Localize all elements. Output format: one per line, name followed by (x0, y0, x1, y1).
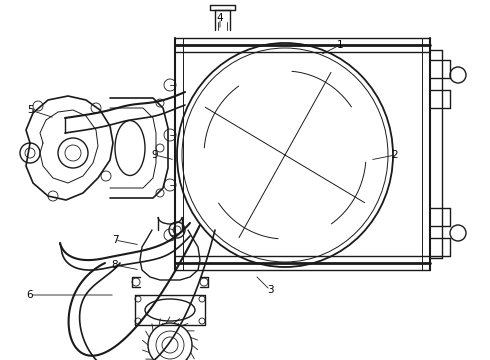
Text: 1: 1 (337, 40, 343, 50)
Text: 3: 3 (267, 285, 273, 295)
Text: 8: 8 (112, 260, 118, 270)
Text: 2: 2 (392, 150, 398, 160)
Text: 6: 6 (26, 290, 33, 300)
Text: 9: 9 (152, 150, 158, 160)
Text: 4: 4 (217, 13, 223, 23)
Text: 5: 5 (26, 105, 33, 115)
Text: 7: 7 (112, 235, 118, 245)
